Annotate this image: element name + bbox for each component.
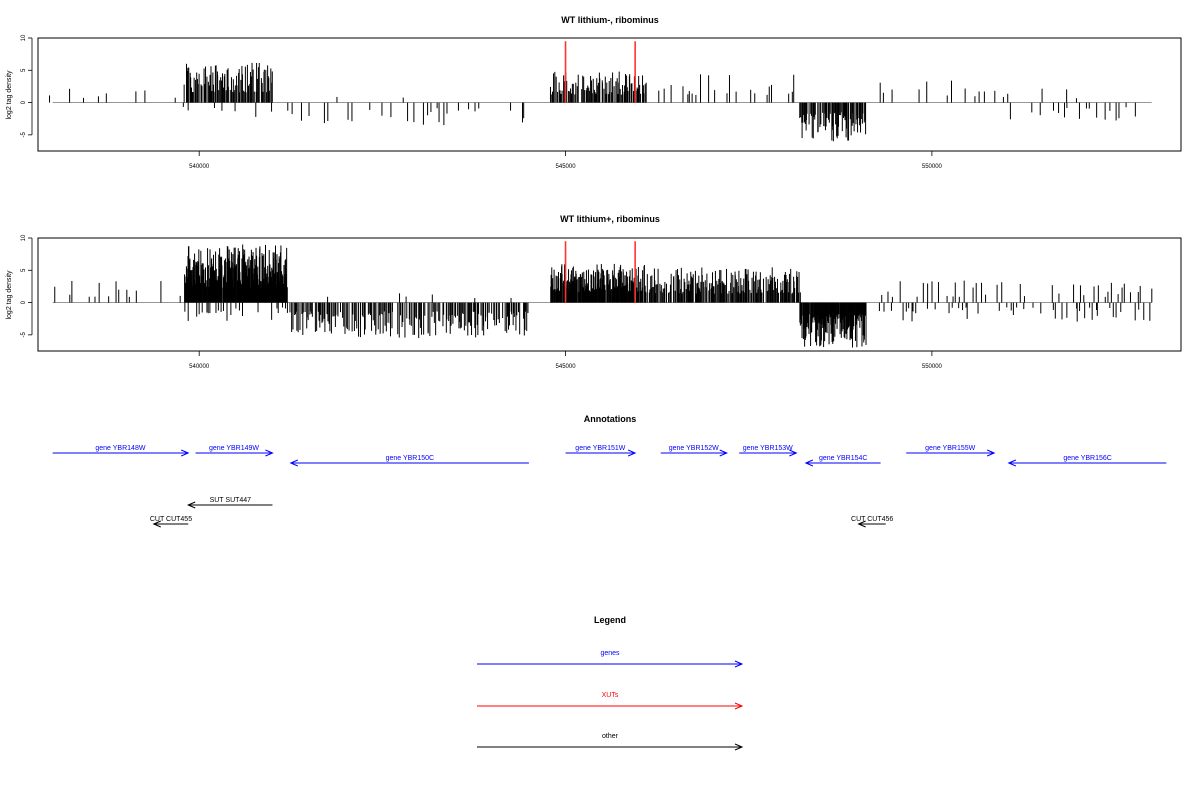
legend-label: other xyxy=(602,733,619,740)
y-axis: 10 5 0 -5 xyxy=(21,234,33,338)
y-tick-label: 0 xyxy=(21,100,27,104)
arrow-head xyxy=(181,449,190,457)
y-axis-label: log2 tag density xyxy=(6,270,13,320)
legend-item-other: other xyxy=(477,733,744,751)
feature-label: gene YBR156C xyxy=(1063,455,1112,462)
feature-arrows: gene YBR148W gene YBR149W gene YBR150C gene… xyxy=(52,445,1167,528)
y-tick-label: -5 xyxy=(21,132,27,138)
arrow-head xyxy=(789,449,798,457)
feature-arrow: gene YBR155W xyxy=(906,445,996,457)
arrow-head xyxy=(186,501,196,509)
arrow-head xyxy=(289,459,298,467)
x-axis: 540000 545000 550000 xyxy=(189,151,943,170)
legend-label: XUTs xyxy=(602,692,619,699)
feature-arrow: gene YBR150C xyxy=(289,455,529,467)
feature-arrow: gene YBR153W xyxy=(739,445,798,457)
track-panel-lithium-minus: WT lithium-, ribominus log2 tag density … xyxy=(6,15,1182,170)
arrow-head xyxy=(265,449,274,457)
feature-label: gene YBR149W xyxy=(209,445,259,452)
y-tick-label: 5 xyxy=(21,68,27,72)
red-markers xyxy=(564,241,636,303)
feature-arrow: gene YBR156C xyxy=(1007,455,1167,467)
feature-label: SUT SUT447 xyxy=(210,497,252,504)
feature-label: gene YBR148W xyxy=(95,445,145,452)
arrow-head xyxy=(719,449,729,457)
feature-arrow: gene YBR152W xyxy=(660,445,729,457)
arrow-head xyxy=(1007,459,1017,467)
annotations-panel: Annotations gene YBR148W gene YBR149Wgene… xyxy=(52,414,1167,528)
y-tick-label: -5 xyxy=(21,332,27,338)
feature-arrow: CUT CUT456 xyxy=(851,516,893,528)
x-tick-label: 550000 xyxy=(922,364,943,370)
arrow-head xyxy=(857,520,866,528)
feature-label: gene YBR150C xyxy=(386,455,435,462)
feature-label: gene YBR153W xyxy=(743,445,793,452)
y-tick-label: 5 xyxy=(21,268,27,272)
legend-panel: Legend genes XUTs other xyxy=(477,615,744,751)
y-axis-label: log2 tag density xyxy=(6,70,13,120)
x-tick-label: 545000 xyxy=(556,164,577,170)
arrow-head xyxy=(627,449,637,457)
panel-title: WT lithium-, ribominus xyxy=(561,15,659,25)
arrow-head xyxy=(734,702,744,710)
legend-item-genes: genes xyxy=(477,650,744,668)
feature-label: gene YBR152W xyxy=(669,445,719,452)
feature-label: CUT CUT456 xyxy=(851,516,893,523)
arrow-head xyxy=(804,459,814,467)
track-panel-lithium-plus: WT lithium+, ribominus log2 tag density … xyxy=(6,214,1182,370)
x-tick-label: 540000 xyxy=(189,164,210,170)
panel-title: WT lithium+, ribominus xyxy=(560,214,660,224)
legend-items: genes XUTs other xyxy=(477,650,744,751)
x-axis: 540000 545000 550000 xyxy=(189,351,943,370)
feature-label: gene YBR154C xyxy=(819,455,868,462)
feature-label: gene YBR155W xyxy=(925,445,975,452)
feature-arrow: gene YBR154C xyxy=(804,455,881,467)
y-tick-label: 10 xyxy=(21,34,27,41)
feature-arrow: gene YBR149W xyxy=(195,445,274,457)
legend-item-XUTs: XUTs xyxy=(477,692,744,710)
arrow-head xyxy=(152,520,161,528)
plot-frame xyxy=(37,237,1182,352)
feature-arrow: SUT SUT447 xyxy=(186,497,273,509)
legend-label: genes xyxy=(600,650,620,657)
arrow-head xyxy=(734,660,744,668)
feature-label: CUT CUT455 xyxy=(150,516,192,523)
x-tick-label: 540000 xyxy=(189,364,210,370)
legend-title: Legend xyxy=(594,615,626,625)
x-tick-label: 545000 xyxy=(556,364,577,370)
x-tick-label: 550000 xyxy=(922,164,943,170)
signal-bars xyxy=(49,62,1152,142)
feature-arrow: CUT CUT455 xyxy=(150,516,192,528)
y-tick-label: 0 xyxy=(21,300,27,304)
plot-frame xyxy=(37,37,1182,152)
signal-bars xyxy=(52,244,1153,348)
y-axis: 10 5 0 -5 xyxy=(21,34,33,138)
annotations-title: Annotations xyxy=(584,414,637,424)
feature-arrow: gene YBR151W xyxy=(565,445,637,457)
arrow-head xyxy=(986,449,996,457)
red-markers xyxy=(564,41,636,103)
y-tick-label: 10 xyxy=(21,234,27,241)
feature-arrow: gene YBR148W xyxy=(52,445,190,457)
arrow-head xyxy=(734,743,744,751)
feature-label: gene YBR151W xyxy=(575,445,625,452)
